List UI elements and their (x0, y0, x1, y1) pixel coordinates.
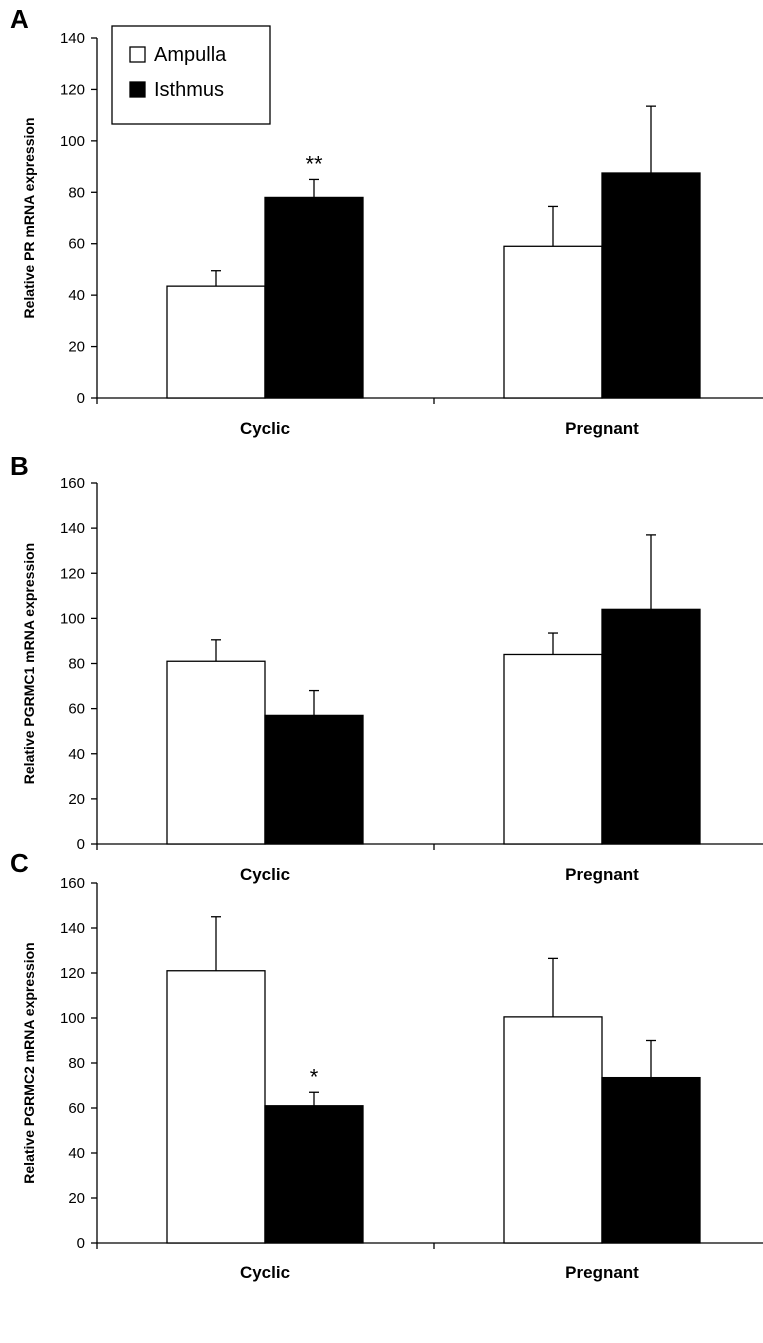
x-category-label: Pregnant (565, 865, 639, 884)
y-tick-label: 140 (60, 520, 85, 537)
y-tick-label: 60 (68, 701, 85, 718)
bar-ampulla (166, 660, 266, 845)
y-tick-label: 160 (60, 475, 85, 492)
bar-isthmus (264, 196, 364, 399)
x-category-label: Cyclic (240, 1263, 290, 1282)
y-tick-label: 0 (77, 390, 85, 407)
panel-letter: A (10, 4, 29, 34)
bar-isthmus (601, 172, 701, 399)
bar-ampulla (503, 1016, 603, 1244)
x-category-label: Pregnant (565, 419, 639, 438)
x-category-label: Cyclic (240, 865, 290, 884)
y-tick-label: 40 (68, 287, 85, 304)
y-tick-label: 140 (60, 920, 85, 937)
panel-letter: C (10, 848, 29, 878)
y-tick-label: 120 (60, 565, 85, 582)
y-tick-label: 0 (77, 836, 85, 853)
bar-ampulla (166, 285, 266, 399)
legend-label: Isthmus (154, 79, 224, 101)
significance-marker: ** (305, 151, 323, 176)
y-tick-label: 60 (68, 1100, 85, 1117)
y-tick-label: 20 (68, 339, 85, 356)
bar-isthmus (264, 1105, 364, 1244)
y-tick-label: 40 (68, 746, 85, 763)
x-category-label: Pregnant (565, 1263, 639, 1282)
x-category-label: Cyclic (240, 419, 290, 438)
y-tick-label: 20 (68, 791, 85, 808)
y-tick-label: 120 (60, 965, 85, 982)
y-tick-label: 20 (68, 1190, 85, 1207)
y-tick-label: 160 (60, 875, 85, 892)
bar-isthmus (601, 1076, 701, 1244)
y-tick-label: 120 (60, 81, 85, 98)
legend-swatch-ampulla (129, 46, 146, 63)
y-tick-label: 100 (60, 133, 85, 150)
y-tick-label: 100 (60, 1010, 85, 1027)
y-tick-label: 40 (68, 1145, 85, 1162)
y-tick-label: 80 (68, 1055, 85, 1072)
y-tick-label: 60 (68, 236, 85, 253)
significance-marker: * (310, 1064, 319, 1089)
legend-label: Ampulla (154, 44, 227, 66)
y-axis-label: Relative PGRMC2 mRNA expression (21, 942, 37, 1183)
bar-isthmus (264, 714, 364, 845)
bar-ampulla (503, 245, 603, 399)
bar-isthmus (601, 608, 701, 845)
y-tick-label: 80 (68, 656, 85, 673)
y-tick-label: 100 (60, 610, 85, 627)
panel-letter: B (10, 451, 29, 481)
y-tick-label: 140 (60, 30, 85, 47)
y-axis-label: Relative PR mRNA expression (21, 118, 37, 319)
bar-ampulla (166, 970, 266, 1244)
legend-box (111, 25, 271, 125)
y-axis-label: Relative PGRMC1 mRNA expression (21, 543, 37, 784)
bar-ampulla (503, 653, 603, 845)
legend-swatch-isthmus (129, 81, 146, 98)
y-tick-label: 0 (77, 1235, 85, 1252)
y-tick-label: 80 (68, 184, 85, 201)
